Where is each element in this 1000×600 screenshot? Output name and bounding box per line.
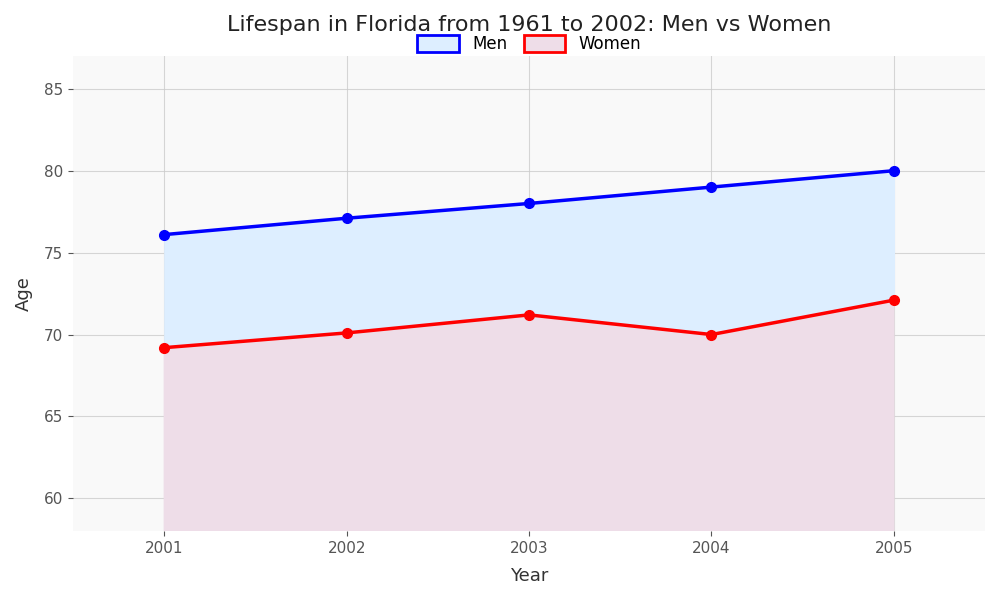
Men <box>158 231 170 238</box>
Women <box>158 344 170 351</box>
Women <box>523 311 535 319</box>
Line: Men: Men <box>160 166 899 239</box>
Title: Lifespan in Florida from 1961 to 2002: Men vs Women: Lifespan in Florida from 1961 to 2002: M… <box>227 15 831 35</box>
X-axis label: Year: Year <box>510 567 548 585</box>
Line: Women: Women <box>160 295 899 353</box>
Women <box>705 331 717 338</box>
Y-axis label: Age: Age <box>15 276 33 311</box>
Men <box>341 215 353 222</box>
Legend: Men, Women: Men, Women <box>409 26 650 61</box>
Men <box>523 200 535 207</box>
Women <box>888 296 900 304</box>
Men <box>888 167 900 174</box>
Men <box>705 184 717 191</box>
Women <box>341 329 353 337</box>
